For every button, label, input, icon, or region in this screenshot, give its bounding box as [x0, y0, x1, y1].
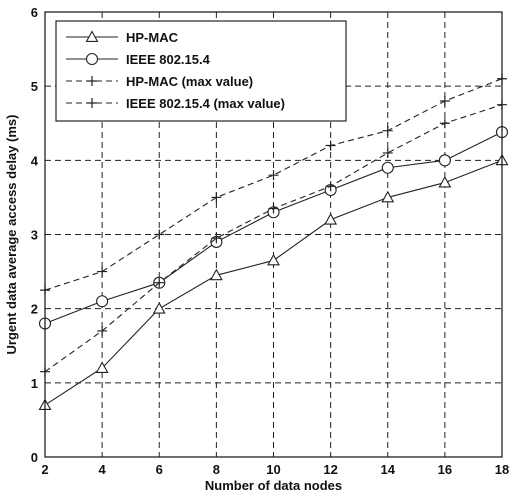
data-point [269, 170, 279, 180]
data-point [383, 126, 393, 136]
legend-label: IEEE 802.15.4 (max value) [126, 96, 285, 111]
data-point [383, 148, 393, 158]
data-point [268, 255, 279, 265]
data-point [97, 296, 108, 307]
x-tick-label: 14 [381, 462, 396, 477]
legend-marker [87, 54, 98, 65]
x-tick-label: 8 [213, 462, 220, 477]
y-tick-label: 4 [31, 153, 39, 168]
data-point [440, 96, 450, 106]
data-point [154, 230, 164, 240]
legend-label: HP-MAC (max value) [126, 74, 253, 89]
y-tick-label: 3 [31, 228, 38, 243]
data-point [440, 118, 450, 128]
data-point [382, 162, 393, 173]
y-tick-label: 1 [31, 376, 38, 391]
legend-label: IEEE 802.15.4 [126, 52, 211, 67]
data-point [97, 267, 107, 277]
x-tick-label: 18 [495, 462, 509, 477]
data-point [154, 303, 165, 313]
legend-label: HP-MAC [126, 30, 179, 45]
data-point [439, 177, 450, 187]
x-tick-label: 2 [41, 462, 48, 477]
x-tick-label: 10 [266, 462, 280, 477]
x-tick-label: 16 [438, 462, 452, 477]
x-tick-label: 12 [323, 462, 337, 477]
x-tick-label: 4 [99, 462, 107, 477]
data-point [326, 141, 336, 151]
legend: HP-MAC IEEE 802.15.4 HP-MAC (max value) IEE… [56, 21, 346, 121]
y-tick-label: 5 [31, 79, 38, 94]
data-point [211, 192, 221, 202]
y-axis-label: Urgent data average access delay (ms) [4, 115, 19, 355]
data-point [439, 155, 450, 166]
y-tick-label: 0 [31, 450, 38, 465]
y-tick-label: 2 [31, 302, 38, 317]
y-tick-label: 6 [31, 5, 38, 20]
x-tick-label: 6 [156, 462, 163, 477]
data-point [325, 214, 336, 224]
x-axis-label: Number of data nodes [205, 478, 342, 493]
